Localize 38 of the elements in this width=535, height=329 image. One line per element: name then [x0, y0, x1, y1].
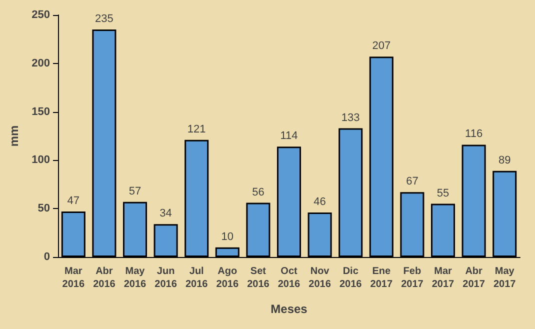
- data-label: 57: [128, 185, 142, 198]
- x-tick-label: Set 2016: [247, 266, 270, 290]
- data-label: 47: [67, 195, 80, 208]
- x-tick-label: Dic 2016: [339, 266, 362, 290]
- y-tick-label: 200: [32, 57, 50, 70]
- x-tick-label: Jul 2016: [185, 266, 208, 290]
- x-tick-label: Jun 2016: [154, 266, 178, 290]
- x-tick-label: May 2017: [493, 266, 516, 290]
- data-label: 133: [341, 112, 360, 124]
- data-label: 56: [252, 186, 264, 198]
- x-tick-label: Mar 2017: [432, 266, 455, 290]
- data-label: 116: [465, 128, 483, 140]
- x-tick-label: Oct 2016: [278, 266, 301, 290]
- data-label: 235: [95, 13, 114, 26]
- x-tick-label: Ago 2016: [216, 266, 239, 290]
- x-tick-label: May 2016: [124, 266, 147, 290]
- y-tick-label: 0: [44, 251, 50, 263]
- y-tick-label: 100: [32, 154, 50, 166]
- x-tick-label: Mar 2016: [62, 266, 85, 290]
- data-label: 121: [187, 123, 206, 136]
- data-label: 89: [498, 154, 511, 166]
- y-axis-title: mm: [7, 125, 21, 147]
- x-tick-label: Ene 2017: [370, 266, 393, 290]
- data-label: 67: [406, 176, 418, 188]
- x-tick-label: Abr 2017: [462, 266, 486, 290]
- data-label: 207: [372, 40, 391, 52]
- x-axis-title: Meses: [270, 302, 308, 316]
- data-label: 114: [280, 130, 298, 142]
- x-tick-label: Abr 2016: [93, 266, 116, 290]
- data-label: 34: [160, 208, 172, 220]
- y-tick-label: 250: [32, 9, 50, 21]
- x-tick-label: Nov 2016: [308, 266, 332, 290]
- y-tick-label: 150: [32, 106, 50, 118]
- data-label: 46: [314, 196, 326, 208]
- data-label: 10: [221, 230, 234, 243]
- y-tick-label: 50: [38, 202, 50, 215]
- x-tick-label: Feb 2017: [401, 266, 424, 290]
- data-label: 55: [436, 187, 450, 200]
